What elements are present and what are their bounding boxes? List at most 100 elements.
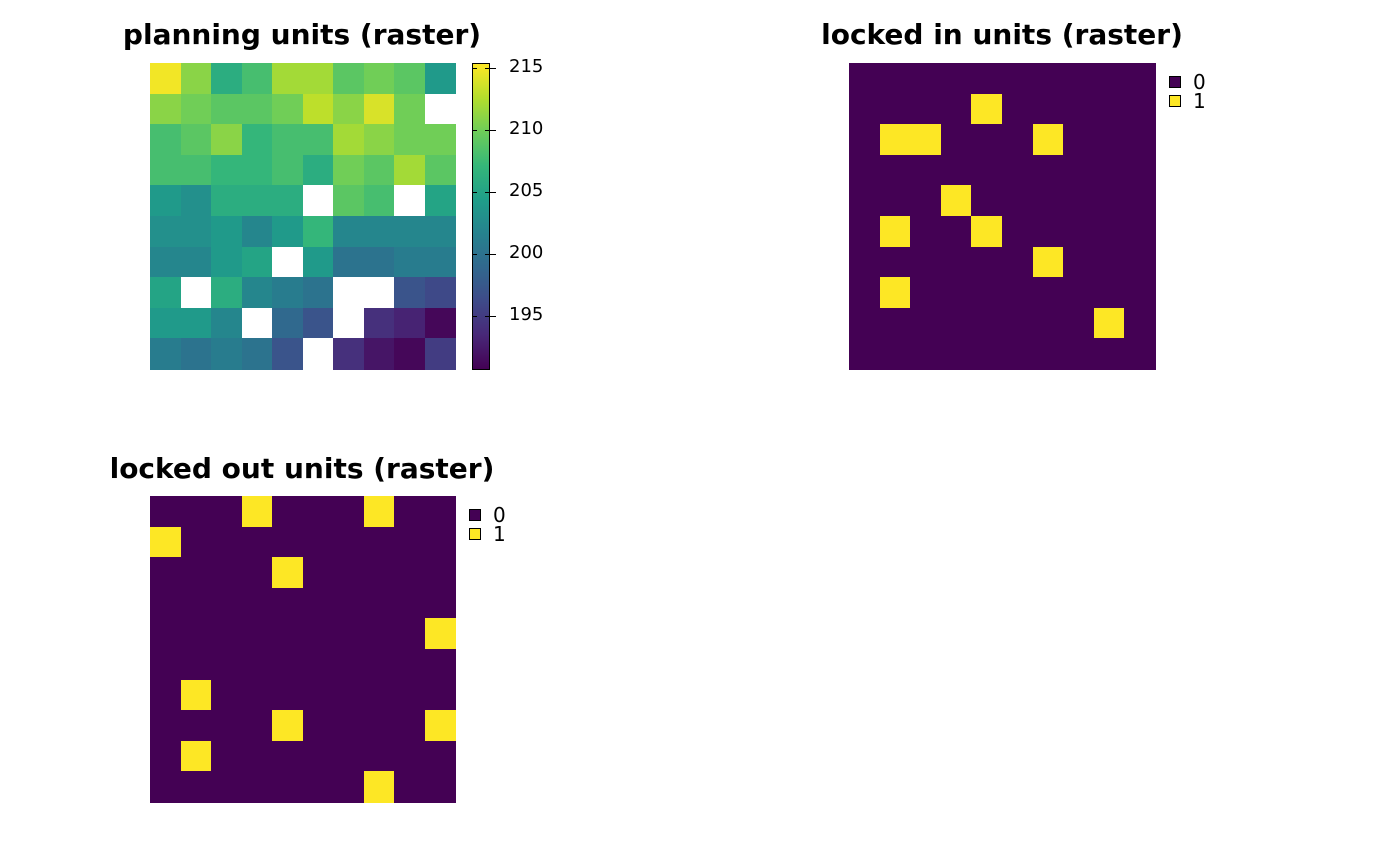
raster-cell <box>302 526 334 559</box>
raster-cell <box>1063 307 1096 340</box>
raster-cell <box>394 307 425 340</box>
raster-cell <box>211 338 242 371</box>
raster-cell <box>211 526 242 559</box>
raster-cell <box>940 216 973 248</box>
raster-cell <box>180 338 212 371</box>
raster-cell <box>1032 63 1065 95</box>
raster-cell <box>849 216 881 248</box>
raster-cell <box>302 216 334 248</box>
raster-cell <box>241 618 273 651</box>
raster-cell <box>333 679 364 712</box>
raster-cell <box>241 216 273 248</box>
raster-cell <box>940 277 973 310</box>
raster-cell <box>150 93 181 126</box>
raster-cell <box>272 93 303 126</box>
raster-cell <box>180 649 212 681</box>
raster-cell <box>849 277 881 310</box>
raster-cell <box>363 124 395 157</box>
raster-cell <box>394 740 425 773</box>
raster-cell <box>302 124 334 157</box>
raster-cell <box>394 496 425 528</box>
raster-cell <box>302 587 334 620</box>
raster-cell <box>211 496 242 528</box>
raster-cell <box>333 124 364 157</box>
colorbar-tick-label: 200 <box>509 242 544 263</box>
raster-cell <box>150 618 181 651</box>
raster-cell <box>180 496 212 528</box>
raster-cell <box>1002 338 1034 371</box>
raster-cell <box>211 557 242 590</box>
raster-cell <box>1124 124 1157 157</box>
raster-cell <box>1124 185 1157 218</box>
legend-swatch-1 <box>1169 95 1181 107</box>
raster-cell <box>1002 63 1034 95</box>
raster-cell <box>272 154 303 187</box>
raster-cell <box>363 649 395 681</box>
raster-cell <box>394 277 425 310</box>
raster-cell <box>394 587 425 620</box>
raster-cell <box>363 557 395 590</box>
raster-cell <box>879 185 912 218</box>
raster-cell <box>910 338 943 371</box>
raster-cell <box>241 124 273 157</box>
raster-cell <box>333 526 364 559</box>
raster-cell <box>211 307 242 340</box>
legend-swatch-0 <box>1169 76 1181 88</box>
raster-cell <box>394 679 425 712</box>
raster-cell <box>272 277 303 310</box>
raster-cell <box>180 740 212 773</box>
planning-units-title: planning units (raster) <box>122 18 482 51</box>
raster-cell <box>272 246 303 279</box>
raster-cell <box>150 740 181 773</box>
raster-cell <box>1032 246 1065 279</box>
raster-cell <box>424 185 456 218</box>
raster-cell <box>302 277 334 310</box>
raster-cell <box>424 338 456 371</box>
locked-out-title: locked out units (raster) <box>109 452 495 485</box>
raster-cell <box>1093 277 1126 310</box>
raster-cell <box>1002 93 1034 126</box>
raster-cell <box>424 526 456 559</box>
raster-cell <box>879 216 912 248</box>
raster-cell <box>302 557 334 590</box>
raster-cell <box>1124 307 1157 340</box>
raster-cell <box>910 246 943 279</box>
raster-cell <box>150 557 181 590</box>
raster-cell <box>241 649 273 681</box>
locked-out-raster <box>150 496 456 804</box>
raster-cell <box>910 185 943 218</box>
colorbar-tick-label: 210 <box>509 118 544 139</box>
raster-cell <box>879 277 912 310</box>
raster-cell <box>333 496 364 528</box>
raster-cell <box>424 277 456 310</box>
raster-cell <box>1063 63 1096 95</box>
raster-cell <box>363 277 395 310</box>
raster-cell <box>394 246 425 279</box>
raster-cell <box>1124 154 1157 187</box>
colorbar-tick-mark <box>472 254 477 255</box>
raster-cell <box>1002 277 1034 310</box>
legend-label-1: 1 <box>493 522 506 546</box>
raster-cell <box>971 93 1004 126</box>
raster-cell <box>1063 216 1096 248</box>
raster-cell <box>1032 216 1065 248</box>
raster-cell <box>272 216 303 248</box>
raster-cell <box>424 771 456 804</box>
raster-cell <box>211 649 242 681</box>
raster-cell <box>1124 338 1157 371</box>
raster-cell <box>333 710 364 743</box>
raster-cell <box>241 679 273 712</box>
raster-cell <box>940 124 973 157</box>
raster-cell <box>241 710 273 743</box>
raster-cell <box>180 93 212 126</box>
raster-cell <box>333 154 364 187</box>
raster-cell <box>211 618 242 651</box>
raster-cell <box>241 771 273 804</box>
raster-cell <box>180 679 212 712</box>
raster-cell <box>302 679 334 712</box>
raster-cell <box>180 63 212 95</box>
raster-cell <box>940 338 973 371</box>
raster-cell <box>211 277 242 310</box>
raster-cell <box>940 307 973 340</box>
raster-cell <box>1032 185 1065 218</box>
